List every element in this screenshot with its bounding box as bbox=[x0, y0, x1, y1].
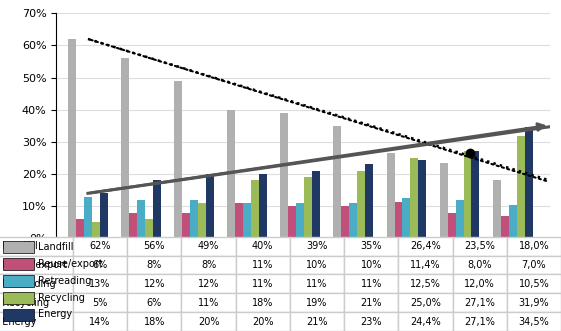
Bar bbox=[174, 81, 182, 238]
Bar bbox=[84, 197, 92, 238]
Bar bbox=[350, 203, 357, 238]
Bar bbox=[100, 193, 108, 238]
Bar bbox=[137, 200, 145, 238]
FancyBboxPatch shape bbox=[3, 292, 34, 304]
Bar bbox=[251, 180, 259, 238]
Bar bbox=[357, 171, 365, 238]
Bar bbox=[129, 213, 137, 238]
Bar bbox=[394, 202, 402, 238]
Bar bbox=[227, 110, 235, 238]
Bar bbox=[259, 174, 267, 238]
Bar bbox=[145, 219, 153, 238]
Bar bbox=[493, 180, 500, 238]
Bar bbox=[304, 177, 312, 238]
Bar bbox=[463, 151, 471, 238]
Bar bbox=[500, 216, 509, 238]
Bar bbox=[471, 151, 480, 238]
Text: Retreading: Retreading bbox=[38, 275, 91, 286]
Bar bbox=[288, 206, 296, 238]
Bar bbox=[243, 203, 251, 238]
FancyBboxPatch shape bbox=[3, 241, 34, 253]
Bar bbox=[456, 200, 463, 238]
Bar bbox=[280, 113, 288, 238]
FancyBboxPatch shape bbox=[3, 275, 34, 287]
Bar bbox=[206, 174, 214, 238]
Text: Reuse/export: Reuse/export bbox=[38, 259, 103, 268]
Bar bbox=[525, 127, 532, 238]
Text: Energy: Energy bbox=[38, 309, 72, 319]
Bar bbox=[517, 136, 525, 238]
Bar bbox=[365, 165, 373, 238]
FancyBboxPatch shape bbox=[3, 309, 34, 321]
Bar bbox=[182, 213, 190, 238]
FancyBboxPatch shape bbox=[3, 259, 34, 270]
Bar bbox=[509, 205, 517, 238]
Bar bbox=[76, 219, 84, 238]
Bar bbox=[68, 39, 76, 238]
Bar bbox=[402, 198, 411, 238]
Bar bbox=[121, 58, 129, 238]
Text: Landfill: Landfill bbox=[38, 242, 73, 252]
Bar bbox=[296, 203, 304, 238]
Bar bbox=[411, 158, 419, 238]
Bar bbox=[448, 213, 456, 238]
Bar bbox=[419, 160, 426, 238]
Bar bbox=[440, 163, 448, 238]
Bar bbox=[153, 180, 161, 238]
Bar bbox=[190, 200, 198, 238]
Text: Recycling: Recycling bbox=[38, 293, 85, 303]
Bar bbox=[333, 126, 342, 238]
Bar bbox=[342, 206, 350, 238]
Bar bbox=[312, 171, 320, 238]
Bar bbox=[235, 203, 243, 238]
Bar bbox=[387, 154, 394, 238]
Bar bbox=[198, 203, 206, 238]
Bar bbox=[92, 222, 100, 238]
